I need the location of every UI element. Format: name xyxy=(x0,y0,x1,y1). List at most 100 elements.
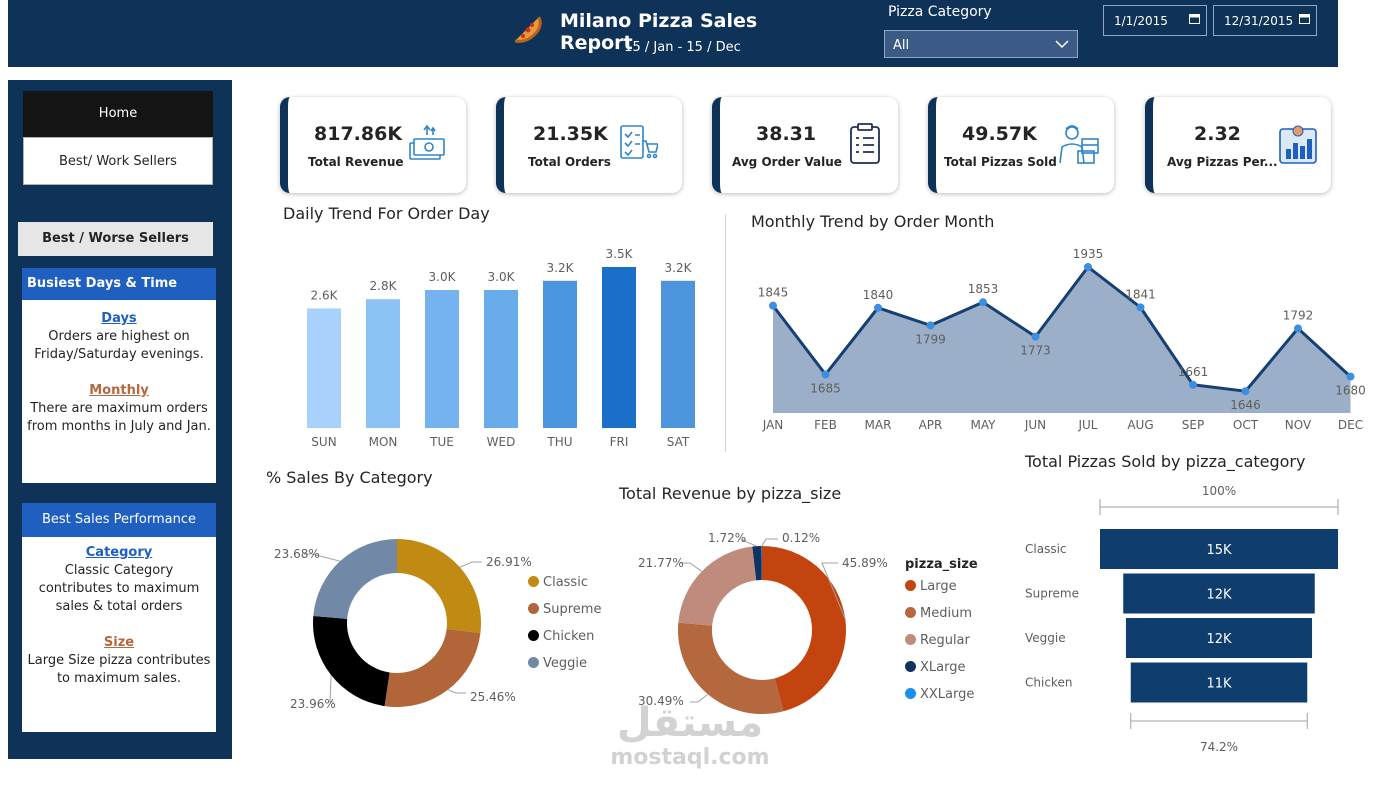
watermark-latin: mostaql.com xyxy=(610,745,770,770)
monthly-point-label: 1680 xyxy=(1335,384,1366,398)
report-subtitle: 15 / Jan - 15 / Dec xyxy=(624,40,741,55)
donut-slice[interactable] xyxy=(397,539,481,634)
legend-dot xyxy=(905,607,916,618)
delivery-person-icon xyxy=(1056,123,1102,169)
daily-bar-label: 3.2K xyxy=(547,261,575,275)
size-link[interactable]: Size xyxy=(103,635,135,650)
donut-leader-line xyxy=(304,553,341,562)
pizza-category-select-value: All xyxy=(893,38,910,53)
funnel-bottom-bracket xyxy=(1130,713,1308,729)
funnel-category-label: Veggie xyxy=(1025,631,1066,645)
daily-bar[interactable] xyxy=(602,267,636,428)
monthly-point[interactable] xyxy=(1294,324,1302,333)
donut-slice[interactable] xyxy=(313,539,397,619)
monthly-point[interactable] xyxy=(926,321,935,330)
monthly-point[interactable] xyxy=(1346,372,1355,381)
daily-axis-tick: MON xyxy=(369,435,398,449)
best-worse-sellers-button[interactable]: Best / Worse Sellers xyxy=(18,222,213,256)
calendar-icon[interactable] xyxy=(1189,13,1200,27)
daily-bar[interactable] xyxy=(366,299,400,428)
donut-slice[interactable] xyxy=(312,616,390,707)
best-work-sellers-button[interactable]: Best/ Work Sellers xyxy=(23,137,213,185)
calendar-icon[interactable] xyxy=(1299,13,1310,27)
legend-dot xyxy=(905,661,916,672)
daily-bar-label: 2.6K xyxy=(311,288,339,302)
pizza-slice-icon xyxy=(512,13,544,49)
legend-item-xxlarge[interactable]: XXLarge xyxy=(905,687,978,714)
donut-leader-line xyxy=(741,539,758,547)
daily-bar-label: 3.0K xyxy=(488,270,516,284)
home-button[interactable]: Home xyxy=(23,91,213,137)
legend-item-regular[interactable]: Regular xyxy=(905,633,978,660)
monthly-point[interactable] xyxy=(874,303,882,312)
donut-slice[interactable] xyxy=(678,546,757,626)
donut-slice-label: 25.46% xyxy=(470,690,516,704)
daily-axis-tick: FRI xyxy=(610,435,629,449)
monthly-point[interactable] xyxy=(979,298,987,307)
monthly-point[interactable] xyxy=(821,370,830,379)
monthly-point[interactable] xyxy=(1136,303,1145,312)
funnel-bar[interactable] xyxy=(1100,529,1338,569)
monthly-point[interactable] xyxy=(769,301,777,310)
daily-axis-tick: THU xyxy=(546,435,572,449)
donut-slice[interactable] xyxy=(384,628,481,707)
donut-slice[interactable] xyxy=(762,546,846,712)
sales-by-category-title: % Sales By Category xyxy=(266,468,433,487)
monthly-point-label: 1685 xyxy=(810,381,841,395)
donut-slice[interactable] xyxy=(752,546,762,581)
daily-bar[interactable] xyxy=(661,280,695,428)
donut-slice-label: 0.12% xyxy=(782,531,820,545)
kpi-value: 817.86K xyxy=(314,123,403,145)
daily-bar[interactable] xyxy=(543,280,577,428)
monthly-point[interactable] xyxy=(1189,380,1197,389)
funnel-bar[interactable] xyxy=(1125,618,1313,658)
funnel-bar[interactable] xyxy=(1123,573,1315,614)
daily-trend-title: Daily Trend For Order Day xyxy=(283,204,490,223)
monthly-axis-tick: JAN xyxy=(762,418,784,432)
daily-axis-tick: SUN xyxy=(311,435,336,449)
legend-item-chicken[interactable]: Chicken xyxy=(528,629,601,656)
donut-slice-label: 26.91% xyxy=(486,555,532,569)
donut-slice[interactable] xyxy=(761,546,762,581)
end-date-input[interactable]: 12/31/2015 xyxy=(1213,5,1317,36)
legend-item-medium[interactable]: Medium xyxy=(905,606,978,633)
monthly-point-label: 1799 xyxy=(915,332,946,346)
funnel-bar[interactable] xyxy=(1130,662,1308,703)
monthly-point[interactable] xyxy=(1084,262,1092,271)
kpi-label: Total Orders xyxy=(528,155,611,169)
funnel-bar-label: 11K xyxy=(1206,677,1232,692)
legend-dot xyxy=(528,576,539,587)
monthly-point[interactable] xyxy=(1241,387,1250,396)
monthly-point-label: 1853 xyxy=(968,282,999,296)
legend-item-veggie[interactable]: Veggie xyxy=(528,656,601,683)
start-date-value: 1/1/2015 xyxy=(1114,14,1168,28)
kpi-card-total-pizzas-sold: 49.57K Total Pizzas Sold xyxy=(928,97,1114,193)
category-link[interactable]: Category xyxy=(85,545,153,560)
monthly-point-label: 1661 xyxy=(1178,365,1209,379)
daily-bar[interactable] xyxy=(307,308,341,428)
monthly-point-label: 1646 xyxy=(1230,398,1261,412)
legend-item-xlarge[interactable]: XLarge xyxy=(905,660,978,687)
daily-bar[interactable] xyxy=(484,290,518,428)
monthly-link[interactable]: Monthly xyxy=(89,383,149,398)
monthly-point[interactable] xyxy=(1031,332,1040,341)
daily-axis-tick: TUE xyxy=(429,435,454,449)
legend-item-large[interactable]: Large xyxy=(905,579,978,606)
mostaql-watermark: مستقل mostaql.com xyxy=(600,700,780,770)
legend-label: Chicken xyxy=(543,629,595,644)
best-sales-heading: Best Sales Performance xyxy=(22,503,216,537)
funnel-category-label: Chicken xyxy=(1025,676,1072,690)
daily-trend-chart: 2.6K SUN 2.8K MON 3.0K TUE 3.0K WED 3.2K THU 3.5K F… xyxy=(307,247,695,449)
order-list-icon xyxy=(616,123,660,169)
days-link[interactable]: Days xyxy=(101,311,137,326)
daily-bar[interactable] xyxy=(425,290,459,428)
pizza-category-select[interactable]: All xyxy=(884,30,1078,58)
donut-slice[interactable] xyxy=(678,622,784,714)
legend-label: Classic xyxy=(543,575,588,590)
start-date-input[interactable]: 1/1/2015 xyxy=(1103,5,1207,36)
legend-dot xyxy=(528,603,539,614)
legend-dot xyxy=(528,630,539,641)
legend-item-classic[interactable]: Classic xyxy=(528,575,601,602)
legend-label: XLarge xyxy=(920,660,966,675)
legend-item-supreme[interactable]: Supreme xyxy=(528,602,601,629)
